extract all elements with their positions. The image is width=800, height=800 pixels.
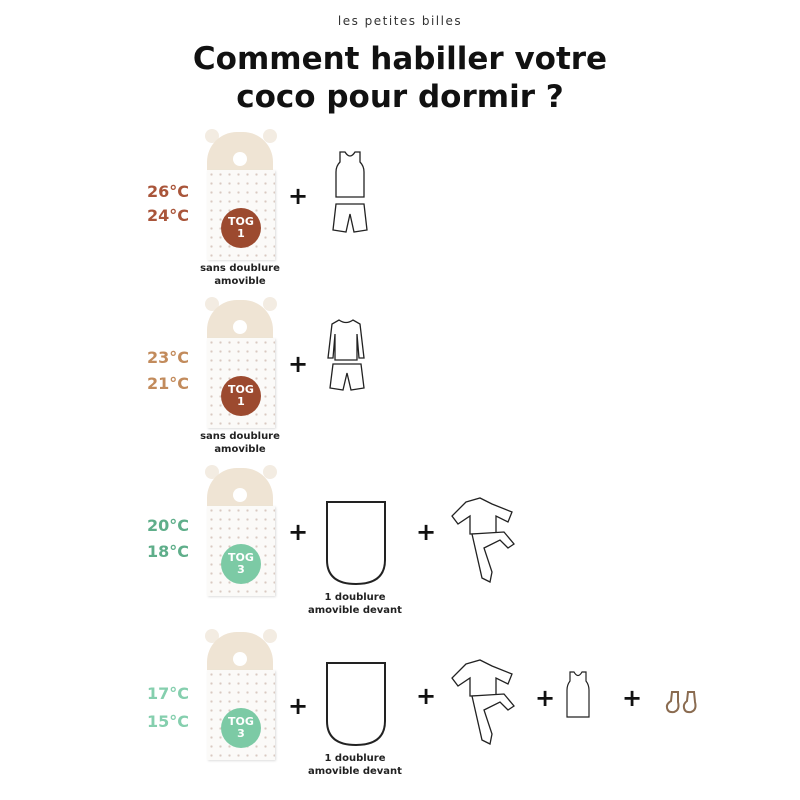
removable-lining-icon: [326, 662, 386, 747]
temp-high: 17°C: [147, 684, 190, 703]
tog-badge: TOG 3: [221, 544, 261, 584]
shorts-icon: [329, 363, 365, 391]
temp-high: 23°C: [147, 348, 190, 367]
temp-high: 26°C: [147, 182, 190, 201]
temp-low: 24°C: [147, 206, 190, 225]
page-title: Comment habiller votre coco pour dormir ?: [0, 40, 800, 116]
title-line-2: coco pour dormir ?: [236, 79, 564, 115]
tog-badge: TOG 1: [221, 208, 261, 248]
temp-low: 21°C: [147, 374, 190, 393]
plus-sign: +: [416, 682, 437, 710]
lining-caption: 1 doublure amovible devant: [308, 592, 402, 616]
pyjamas-icon: [451, 659, 515, 745]
bag-caption: sans doublure amovible: [200, 263, 280, 287]
lining-caption: 1 doublure amovible devant: [308, 753, 402, 777]
plus-sign: +: [288, 182, 309, 210]
shorts-icon: [332, 203, 368, 233]
tank-top-icon: [566, 671, 590, 718]
row-23-21: 23°C 21°C TOG 1 sans doublure amovible +: [0, 297, 800, 460]
sleeping-bag-image: TOG 1: [205, 129, 279, 260]
temp-high: 20°C: [147, 516, 190, 535]
pyjamas-icon: [451, 497, 515, 583]
plus-sign: +: [288, 692, 309, 720]
plus-sign: +: [535, 684, 556, 712]
plus-sign: +: [416, 518, 437, 546]
sleeping-bag-image: TOG 3: [205, 629, 279, 760]
brand-name: les petites billes: [337, 14, 463, 28]
temp-low: 18°C: [147, 542, 190, 561]
long-sleeve-top-icon: [327, 319, 365, 361]
sleeping-bag-image: TOG 3: [205, 465, 279, 596]
removable-lining-icon: [326, 501, 386, 586]
tog-badge: TOG 1: [221, 376, 261, 416]
plus-sign: +: [288, 350, 309, 378]
socks-icon: [665, 691, 697, 714]
row-26-24: 26°C 24°C TOG 1 sans doublure amovible +: [0, 129, 800, 292]
plus-sign: +: [288, 518, 309, 546]
title-line-1: Comment habiller votre: [192, 41, 608, 77]
tog-badge: TOG 3: [221, 708, 261, 748]
row-20-18: 20°C 18°C TOG 3 + 1 doublure amovible deva…: [0, 465, 800, 628]
tank-top-icon: [335, 151, 365, 198]
bag-caption: sans doublure amovible: [200, 431, 280, 455]
plus-sign: +: [622, 684, 643, 712]
temp-low: 15°C: [147, 712, 190, 731]
row-17-15: 17°C 15°C TOG 3 + 1 doublure amovible deva…: [0, 629, 800, 792]
sleeping-bag-image: TOG 1: [205, 297, 279, 428]
